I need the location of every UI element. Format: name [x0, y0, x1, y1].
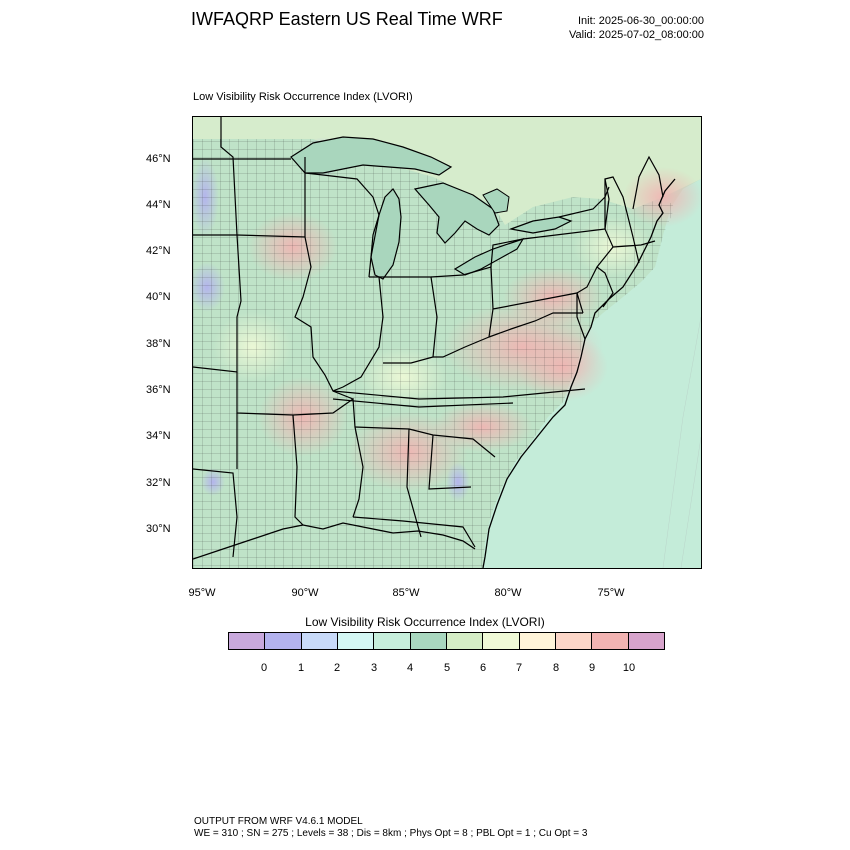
lon-label: 90°W: [291, 587, 319, 599]
lake-huron: [413, 182, 500, 244]
colorbar-swatch: [265, 633, 302, 649]
colorbar-tick: 4: [406, 662, 414, 674]
canada-area: [193, 117, 701, 225]
map-svg: [193, 117, 701, 568]
lat-label: 32°N: [146, 477, 171, 489]
lat-label: 46°N: [146, 153, 171, 165]
run-times: Init: 2025-06-30_00:00:00 Valid: 2025-07…: [520, 14, 704, 42]
lat-label: 42°N: [146, 245, 171, 257]
colorbar-swatch: [592, 633, 629, 649]
lon-label: 95°W: [188, 587, 216, 599]
colorbar-tick: 3: [370, 662, 378, 674]
colorbar-tick: 6: [479, 662, 487, 674]
init-time: Init: 2025-06-30_00:00:00: [578, 15, 704, 27]
georgian-bay: [482, 188, 510, 214]
gulf-coast: [193, 522, 476, 560]
lon-label: 80°W: [494, 587, 522, 599]
colorbar-swatch: [446, 633, 484, 649]
page-title: IWFAQRP Eastern US Real Time WRF: [191, 9, 503, 29]
colorbar-tick: 8: [552, 662, 560, 674]
colorbar-swatch: [301, 633, 338, 649]
coastline: [482, 178, 676, 568]
lat-label: 30°N: [146, 523, 171, 535]
lon-label: 75°W: [597, 587, 625, 599]
lake-superior: [290, 136, 453, 176]
colorbar-swatch: [519, 633, 556, 649]
lat-label: 36°N: [146, 384, 171, 396]
colorbar-tick: 7: [515, 662, 523, 674]
lat-label: 34°N: [146, 430, 171, 442]
colorbar-tick: 9: [588, 662, 596, 674]
colorbar-swatch: [410, 633, 447, 649]
lake-michigan: [370, 188, 402, 280]
colorbar: [228, 632, 665, 650]
lat-label: 38°N: [146, 338, 171, 350]
colorbar-tick: 0: [260, 662, 268, 674]
colorbar-title: Low Visibility Risk Occurrence Index (LV…: [305, 615, 545, 629]
map-subtitle: Low Visibility Risk Occurrence Index (LV…: [193, 91, 413, 103]
colorbar-tick: 2: [333, 662, 341, 674]
lat-label: 40°N: [146, 291, 171, 303]
colorbar-tick: 1: [297, 662, 305, 674]
colorbar-swatch: [229, 633, 266, 649]
lon-label: 85°W: [392, 587, 420, 599]
county-lines: [193, 139, 675, 568]
valid-time: Valid: 2025-07-02_08:00:00: [569, 29, 704, 41]
model-info-line: WE = 310 ; SN = 275 ; Levels = 38 ; Dis …: [194, 828, 588, 839]
graticule: [662, 316, 701, 568]
colorbar-tick: 10: [622, 662, 636, 674]
model-info-line: OUTPUT FROM WRF V4.6.1 MODEL: [194, 816, 363, 827]
model-info: OUTPUT FROM WRF V4.6.1 MODEL WE = 310 ; …: [194, 816, 587, 840]
colorbar-swatch: [337, 633, 375, 649]
colorbar-swatch: [628, 633, 664, 649]
colorbar-swatch: [483, 633, 520, 649]
colorbar-tick: 5: [443, 662, 451, 674]
colorbar-swatch: [374, 633, 411, 649]
colorbar-swatch: [555, 633, 593, 649]
lake-ontario: [508, 216, 573, 234]
lvori-map: [192, 116, 702, 569]
state-borders: [193, 117, 664, 558]
lat-label: 44°N: [146, 199, 171, 211]
